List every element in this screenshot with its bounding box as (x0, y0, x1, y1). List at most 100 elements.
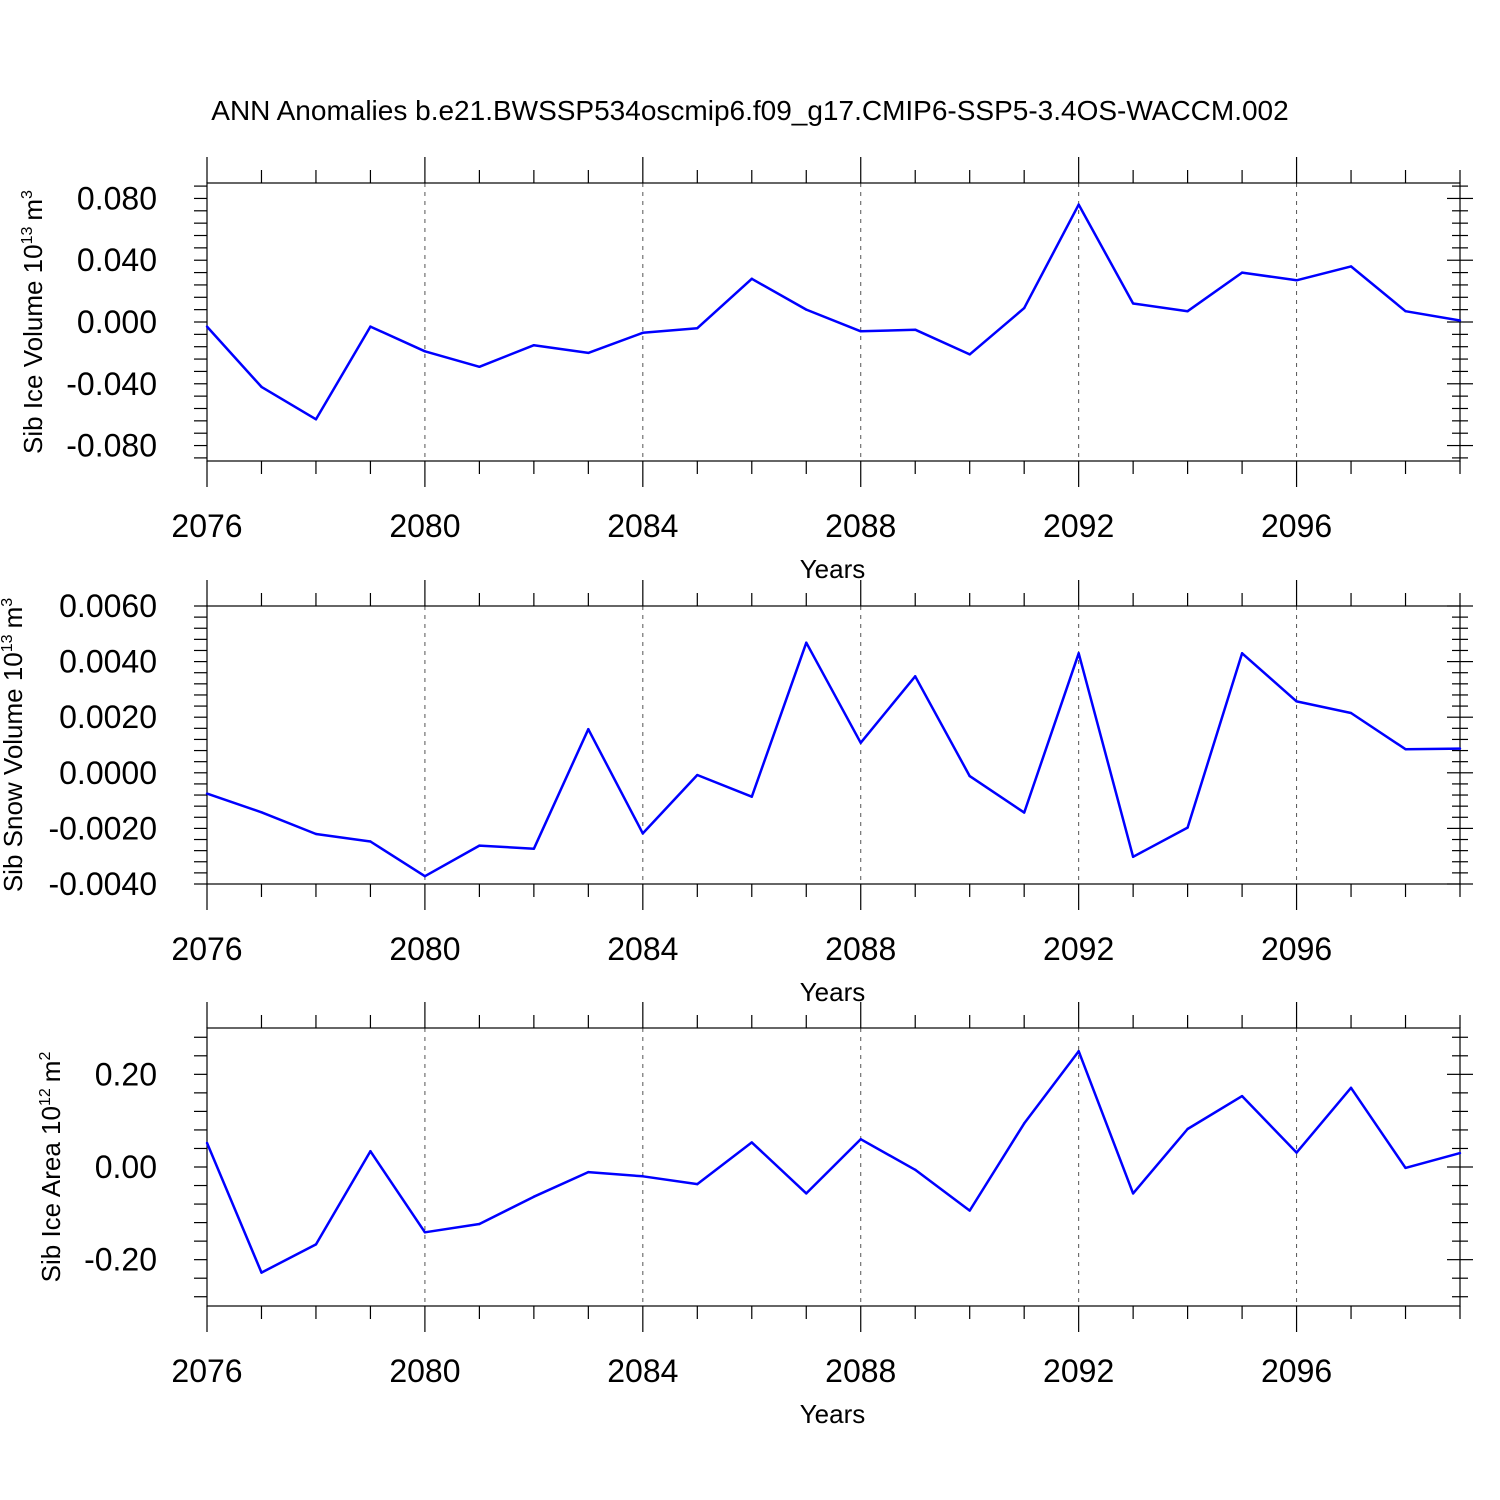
plot-frame (206, 182, 1461, 462)
chart-panel-2: 2076 2080 2084 2088 2092 2096 -0.0040 -0.0020 0.… (0, 580, 1473, 1007)
x-tick-label: 2080 (389, 931, 460, 967)
series-line (205, 1049, 1461, 1274)
x-tick-label: 2076 (171, 1353, 242, 1389)
x-tick-label: 2084 (607, 1353, 678, 1389)
data-point (968, 774, 971, 778)
data-point (1077, 1049, 1080, 1053)
y-tick-label: 0.20 (95, 1056, 157, 1092)
data-point (859, 330, 862, 333)
y-tick-label: 0.000 (77, 304, 157, 340)
x-tick-label: 2084 (607, 931, 678, 967)
x-tick-label: 2092 (1043, 508, 1114, 544)
data-point (914, 1168, 917, 1171)
y-axis-title: Sib Ice Area 1012 m2 (36, 1052, 66, 1283)
data-point (1404, 309, 1407, 313)
data-point (478, 1222, 481, 1226)
y-tick-label: -0.0040 (48, 866, 157, 902)
y-axis-title-unit: m (0, 607, 28, 629)
chart-panels: 2076 2080 2084 2088 2092 2096 -0.080 -0.040 0.00… (0, 157, 1473, 1429)
x-tick-label: 2084 (607, 508, 678, 544)
data-point (641, 331, 645, 335)
data-point (260, 811, 263, 814)
data-point (1022, 811, 1026, 814)
data-point (696, 773, 699, 777)
y-axis-title: Sib Ice Volume 1013 m3 (18, 190, 48, 454)
data-point (205, 1141, 209, 1145)
data-point (968, 1209, 971, 1212)
data-point (968, 353, 971, 356)
x-tick-label: 2080 (389, 508, 460, 544)
y-tick-label: 0.0060 (59, 588, 157, 624)
x-tick-label: 2080 (389, 1353, 460, 1389)
y-axis-title-text: Sib Ice Area 10 (36, 1106, 66, 1282)
data-point (1022, 306, 1026, 310)
plot-frame (206, 605, 1461, 885)
data-point (205, 325, 209, 328)
data-point (1186, 1127, 1189, 1131)
data-point (478, 365, 481, 368)
data-point (587, 1170, 590, 1174)
data-point (1458, 1151, 1462, 1155)
x-tick-label: 2076 (171, 508, 242, 544)
data-point (478, 844, 481, 847)
data-point (1240, 652, 1244, 655)
data-point (587, 351, 590, 355)
y-axis-title-unit: m (36, 1061, 66, 1083)
y-axis-title-text: Sib Snow Volume 10 (0, 652, 28, 892)
data-point (696, 326, 699, 330)
data-point (1131, 302, 1135, 305)
data-point (1349, 1086, 1353, 1089)
data-point (205, 792, 209, 795)
y-tick-label: -0.20 (84, 1242, 157, 1278)
data-point (1458, 747, 1462, 750)
data-point (641, 1175, 645, 1178)
y-tick-label: 0.0020 (59, 699, 157, 735)
x-tick-label: 2096 (1261, 1353, 1332, 1389)
data-point (1022, 1122, 1026, 1125)
data-point (1295, 279, 1298, 282)
chart-panel-1: 2076 2080 2084 2088 2092 2096 -0.080 -0.040 0.00… (18, 157, 1473, 584)
data-point (1349, 265, 1353, 268)
x-axis-title: Years (800, 554, 866, 584)
data-point (1295, 700, 1298, 703)
data-point (532, 1195, 536, 1198)
y-axis-title-exponent: 12 (37, 1088, 54, 1106)
figure-title: ANN Anomalies b.e21.BWSSP534oscmip6.f09_… (211, 95, 1288, 126)
x-tick-label: 2092 (1043, 931, 1114, 967)
data-point (1240, 271, 1244, 274)
data-point (1077, 652, 1080, 655)
data-point (1404, 1166, 1407, 1170)
y-axis-title-exponent: 13 (0, 634, 16, 652)
data-point (532, 847, 536, 850)
data-point (750, 277, 753, 280)
y-axis-title-unit: m (18, 199, 48, 221)
data-point (1186, 826, 1189, 829)
data-point (1404, 747, 1407, 751)
x-tick-label: 2088 (825, 1353, 896, 1389)
data-point (423, 875, 427, 878)
series-line (206, 641, 1461, 878)
y-tick-label: -0.040 (66, 366, 157, 402)
y-tick-label: 0.0000 (59, 755, 157, 791)
data-point (260, 1271, 263, 1274)
y-tick-label: 0.0040 (59, 644, 157, 680)
y-tick-label: 0.080 (77, 180, 157, 216)
data-point (696, 1182, 699, 1186)
x-tick-label: 2092 (1043, 1353, 1114, 1389)
data-point (314, 832, 318, 836)
x-axis-title: Years (800, 1399, 866, 1429)
x-tick-label: 2088 (825, 508, 896, 544)
data-point (914, 328, 917, 331)
data-point (641, 832, 645, 835)
x-tick-label: 2096 (1261, 931, 1332, 967)
y-axis-title-exponent: 13 (19, 227, 36, 245)
data-point (1077, 203, 1080, 206)
data-point (1349, 711, 1353, 715)
data-point (369, 840, 372, 843)
series-line (206, 203, 1461, 421)
data-point (805, 641, 808, 644)
data-point (1131, 855, 1135, 858)
chart-panel-3: 2076 2080 2084 2088 2092 2096 -0.20 0.00 0.20 Yea… (36, 1002, 1473, 1429)
y-axis-title-text: Sib Ice Volume 10 (18, 244, 48, 454)
